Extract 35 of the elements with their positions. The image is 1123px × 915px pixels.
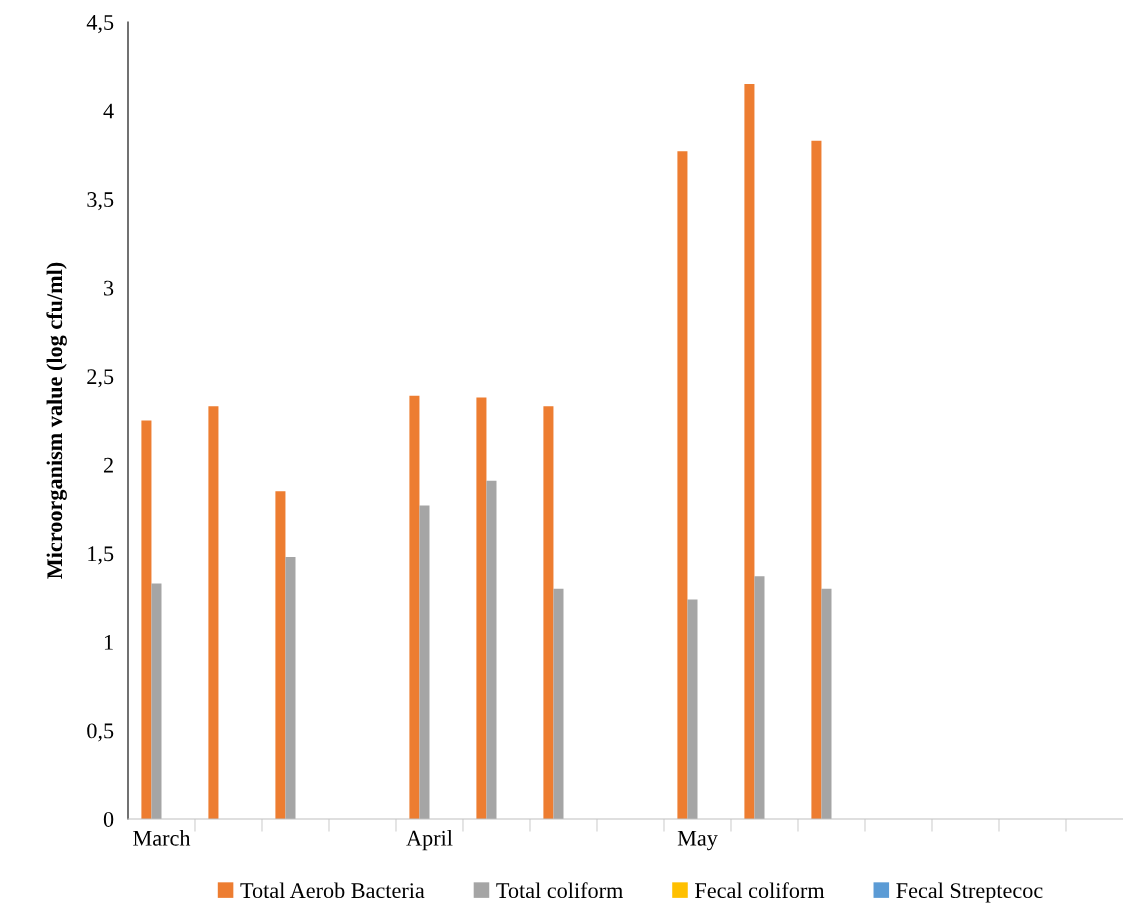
bar	[208, 406, 219, 819]
y-tick-label: 3,5	[87, 192, 114, 211]
bar	[275, 491, 286, 819]
y-tick-label: 1	[104, 634, 113, 650]
x-tick-label: May	[677, 830, 718, 851]
x-tick-label: April	[406, 830, 453, 851]
y-tick-label: 2	[103, 457, 113, 473]
legend-label: Fecal coliform	[695, 882, 825, 899]
bar	[486, 480, 497, 819]
bar	[543, 406, 554, 819]
bar	[687, 599, 698, 819]
bar	[754, 576, 765, 819]
bar	[141, 420, 152, 819]
bar	[151, 583, 162, 819]
bar	[811, 140, 822, 819]
bar	[409, 395, 420, 819]
y-axis-title: Microorganism value (log cfu/ml)	[46, 262, 67, 579]
bar	[419, 505, 430, 819]
legend-label: Total coliform	[496, 882, 623, 899]
bar	[285, 556, 296, 819]
bar	[744, 83, 755, 819]
y-tick-label: 3	[104, 280, 114, 296]
legend-label: Fecal Streptecoc	[896, 882, 1043, 903]
y-tick-label: 4,5	[86, 15, 114, 34]
bar	[821, 588, 832, 819]
bar	[476, 397, 487, 819]
y-tick-label: 0	[103, 811, 114, 827]
y-tick-label: 2,5	[87, 369, 114, 388]
legend-label: Total Aerob Bacteria	[240, 882, 425, 899]
y-tick-label: 4	[103, 103, 114, 119]
y-tick-label: 1,5	[88, 546, 114, 565]
bar	[677, 151, 688, 819]
bar	[553, 588, 564, 819]
x-tick-label: March	[133, 830, 191, 846]
y-tick-label: 0,5	[87, 723, 114, 742]
